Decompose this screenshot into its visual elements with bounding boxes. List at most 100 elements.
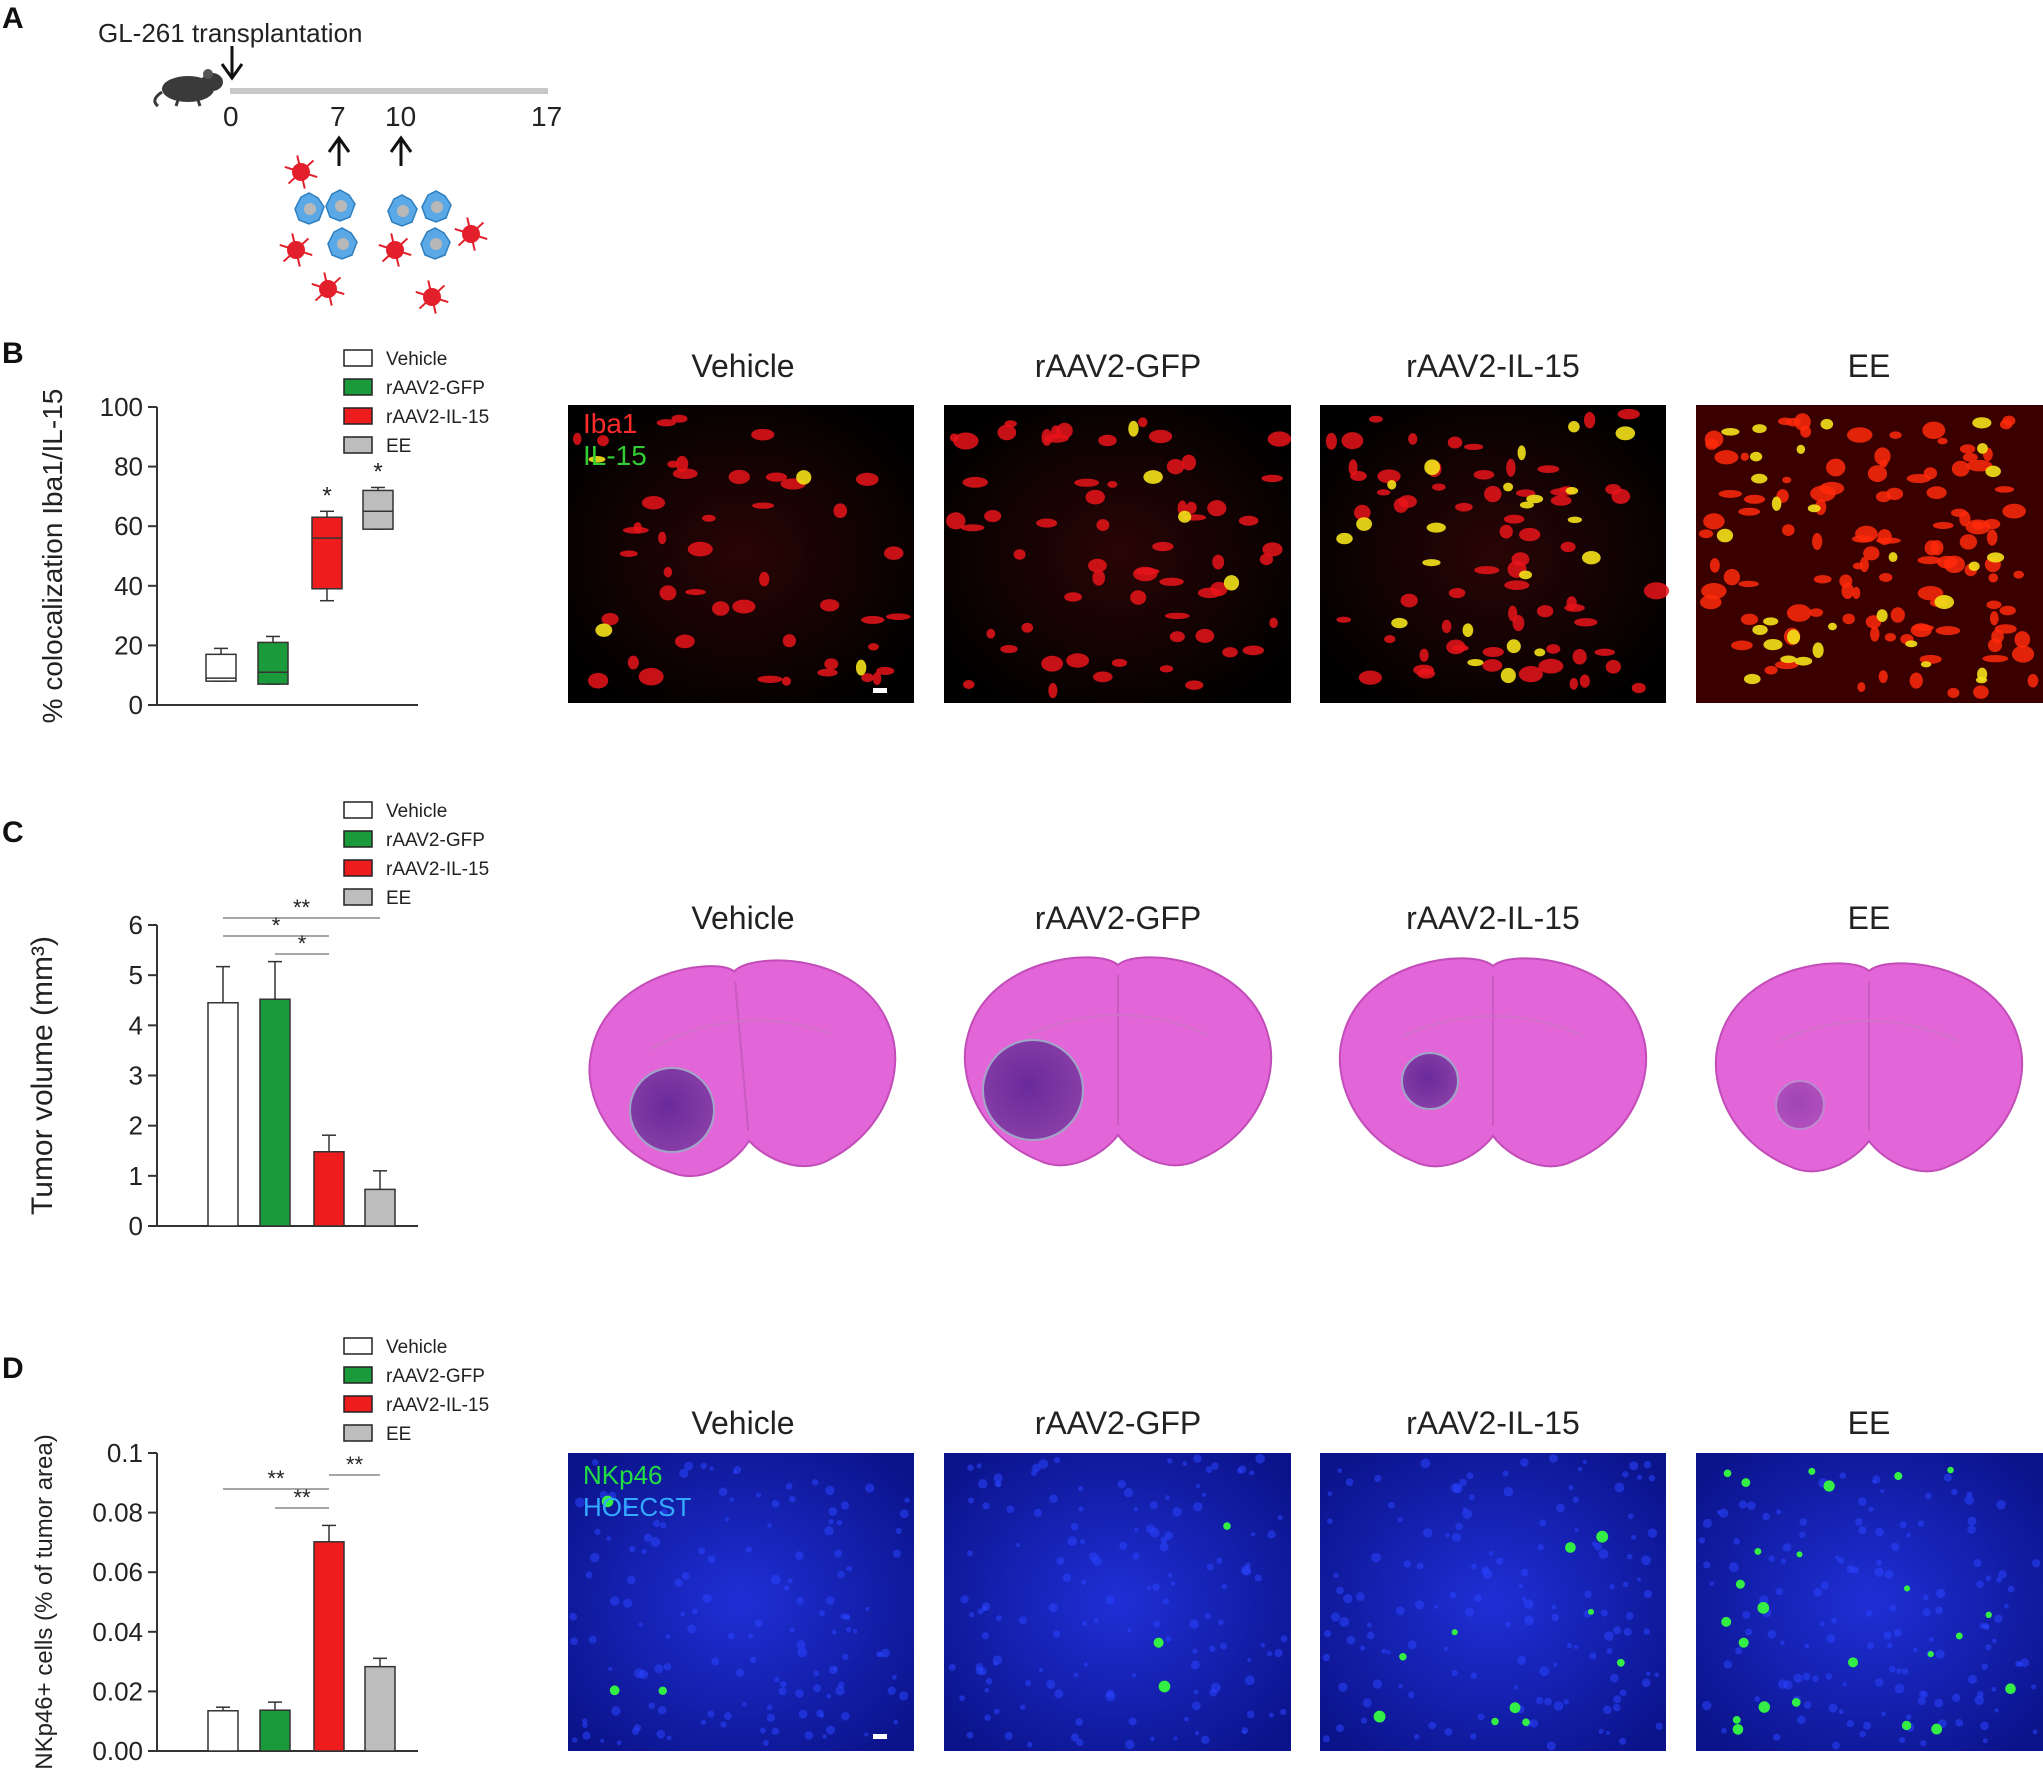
nucleus bbox=[629, 1545, 636, 1553]
nucleus bbox=[1628, 1513, 1634, 1520]
iba1-cell bbox=[1718, 489, 1743, 498]
iba1-cell bbox=[1743, 494, 1766, 504]
nucleus bbox=[796, 1640, 806, 1650]
iba1-cell bbox=[1354, 504, 1371, 521]
iba1-cell bbox=[817, 668, 838, 677]
significance-label: ** bbox=[293, 1485, 311, 1510]
nucleus bbox=[2031, 1684, 2037, 1690]
bar-2 bbox=[313, 1541, 345, 1752]
iba1-cell bbox=[1943, 555, 1965, 574]
iba1-cell bbox=[1269, 617, 1278, 629]
nkp46-cell bbox=[1587, 1608, 1595, 1615]
colocalized-cell bbox=[1977, 667, 1988, 681]
colocalized-cell bbox=[1517, 445, 1526, 461]
significance-label: * bbox=[272, 913, 281, 938]
nucleus bbox=[1280, 1708, 1287, 1716]
nucleus bbox=[981, 1632, 990, 1640]
nucleus bbox=[1838, 1709, 1844, 1715]
colocalized-cell bbox=[796, 470, 812, 485]
nucleus bbox=[1360, 1645, 1366, 1651]
nucleus bbox=[1477, 1713, 1485, 1721]
nucleus bbox=[778, 1687, 787, 1696]
iba1-cell bbox=[2014, 631, 2031, 648]
nucleus bbox=[1855, 1518, 1863, 1526]
iba1-cell bbox=[1842, 613, 1855, 625]
iba1-cell bbox=[1579, 674, 1590, 688]
iba1-cell bbox=[986, 628, 996, 639]
legend-label-2: rAAV2-IL-15 bbox=[386, 407, 489, 428]
iba1-cell bbox=[759, 571, 770, 587]
nucleus bbox=[846, 1565, 853, 1572]
nucleus bbox=[1502, 1470, 1509, 1477]
nkp46-cell bbox=[1738, 1637, 1749, 1648]
iba1-cell bbox=[1890, 607, 1905, 623]
nucleus bbox=[733, 1470, 738, 1475]
iba1-cell bbox=[860, 615, 885, 624]
nucleus bbox=[1443, 1646, 1448, 1651]
nucleus bbox=[1703, 1561, 1711, 1569]
nucleus bbox=[1875, 1678, 1884, 1687]
nkp46-cell bbox=[1931, 1723, 1943, 1735]
nucleus bbox=[1967, 1516, 1977, 1526]
nucleus bbox=[993, 1473, 1003, 1483]
colocalized-cell bbox=[1972, 417, 1992, 429]
nucleus bbox=[904, 1497, 910, 1503]
nucleus bbox=[1445, 1532, 1450, 1538]
nucleus bbox=[1038, 1667, 1044, 1673]
iba1-cell bbox=[1922, 421, 1946, 440]
nucleus bbox=[574, 1497, 585, 1508]
nucleus bbox=[691, 1608, 698, 1615]
iba1-cell bbox=[1930, 540, 1944, 556]
nucleus bbox=[1643, 1460, 1652, 1469]
iba1-cell bbox=[1222, 647, 1238, 658]
iba1-cell bbox=[1484, 485, 1502, 503]
injection-arrow-day10-head bbox=[389, 135, 413, 153]
nucleus bbox=[727, 1632, 735, 1640]
nucleus bbox=[1589, 1652, 1597, 1660]
nucleus bbox=[780, 1680, 787, 1688]
colocalized-cell bbox=[1426, 522, 1446, 533]
nucleus bbox=[1717, 1510, 1722, 1515]
iba1-cell bbox=[1605, 484, 1622, 495]
day-label-10: 10 bbox=[385, 101, 416, 132]
col-title-d-vehicle: Vehicle bbox=[691, 1405, 794, 1441]
nucleus bbox=[785, 1483, 793, 1490]
nucleus bbox=[1277, 1514, 1283, 1521]
iba1-cell bbox=[765, 472, 788, 482]
colocalized-cell bbox=[1743, 673, 1761, 685]
iba1-cell bbox=[1878, 670, 1888, 684]
red-cell-icon bbox=[415, 280, 449, 314]
brain-section-3 bbox=[1714, 962, 2024, 1173]
nucleus bbox=[1619, 1737, 1627, 1745]
nucleus bbox=[1906, 1532, 1912, 1538]
nucleus bbox=[569, 1612, 578, 1621]
iba1-cell bbox=[1538, 658, 1564, 674]
nucleus bbox=[1867, 1642, 1875, 1650]
nucleus bbox=[984, 1714, 991, 1721]
nucleus bbox=[1514, 1685, 1519, 1690]
panel-letter-a: A bbox=[2, 2, 24, 35]
nucleus bbox=[1346, 1635, 1356, 1645]
col-title-d-gfp: rAAV2-GFP bbox=[1035, 1405, 1202, 1441]
nucleus bbox=[1131, 1673, 1137, 1678]
nkp46-cell bbox=[1399, 1652, 1407, 1661]
nucleus bbox=[1648, 1474, 1656, 1482]
iba1-cell bbox=[1041, 655, 1064, 672]
nucleus bbox=[1884, 1569, 1894, 1579]
nucleus bbox=[1631, 1534, 1637, 1540]
nucleus bbox=[825, 1725, 836, 1735]
nucleus bbox=[745, 1546, 753, 1553]
colocalized-cell bbox=[1526, 494, 1544, 504]
colocalized-cell bbox=[1780, 655, 1797, 663]
iba1-cell bbox=[781, 676, 792, 686]
colocalized-cell bbox=[588, 455, 606, 463]
nucleus bbox=[666, 1735, 672, 1741]
nucleus bbox=[1165, 1636, 1172, 1642]
iba1-cell bbox=[953, 432, 979, 450]
iba1-cell bbox=[1989, 611, 1999, 626]
nucleus bbox=[1221, 1583, 1228, 1590]
nucleus bbox=[1145, 1524, 1155, 1534]
iba1-cell bbox=[1723, 568, 1740, 586]
nucleus bbox=[663, 1663, 672, 1671]
nucleus bbox=[1831, 1617, 1838, 1624]
